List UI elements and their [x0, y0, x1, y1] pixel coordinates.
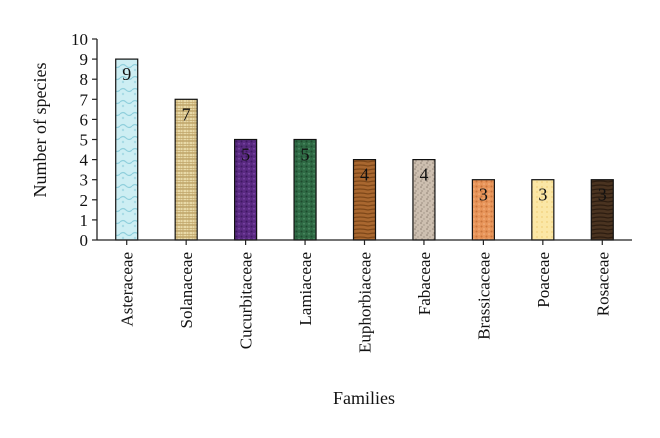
y-tick-label: 7: [80, 90, 89, 109]
y-tick-label: 4: [80, 151, 89, 170]
y-tick-label: 10: [71, 30, 88, 49]
y-tick-label: 5: [80, 131, 89, 150]
x-tick-label: Solanaceae: [177, 252, 196, 328]
x-tick-label: Fabaceae: [415, 252, 434, 315]
data-label: 3: [479, 185, 488, 205]
y-tick-label: 9: [80, 50, 89, 69]
data-label: 4: [419, 165, 428, 185]
x-axis-ticks: Asteraceae Solanaceae Cucurbitaceae Lamiace…: [118, 240, 612, 353]
x-tick-label: Cucurbitaceae: [237, 252, 256, 349]
y-axis-title: Number of species: [30, 63, 50, 198]
y-tick-label: 3: [80, 171, 89, 190]
bars: [115, 58, 614, 241]
x-tick-label: Asteraceae: [118, 252, 137, 327]
x-tick-label: Rosaceae: [593, 252, 612, 316]
data-label: 3: [598, 185, 607, 205]
data-label: 4: [360, 165, 369, 185]
data-label: 7: [182, 104, 191, 124]
x-axis-label: Families: [333, 388, 395, 408]
data-label: 9: [122, 64, 131, 84]
x-tick-label: Brassicaceae: [474, 252, 493, 340]
x-tick-label: Lamiaceae: [296, 252, 315, 326]
y-tick-label: 6: [80, 110, 89, 129]
bar-asteraceae: [115, 58, 139, 241]
y-tick-label: 2: [80, 191, 89, 210]
data-labels: 9 7 5 5 4 4 3 3 3: [122, 64, 607, 205]
y-tick-label: 8: [80, 70, 89, 89]
x-tick-label: Euphorbiaceae: [356, 252, 375, 353]
y-tick-label: 1: [80, 211, 89, 230]
data-label: 5: [301, 145, 310, 165]
y-tick-label: 0: [80, 231, 89, 250]
data-label: 5: [241, 145, 250, 165]
y-axis-label: Number of species: [30, 63, 50, 198]
x-tick-label: Poaceae: [534, 252, 553, 308]
data-label: 3: [538, 185, 547, 205]
